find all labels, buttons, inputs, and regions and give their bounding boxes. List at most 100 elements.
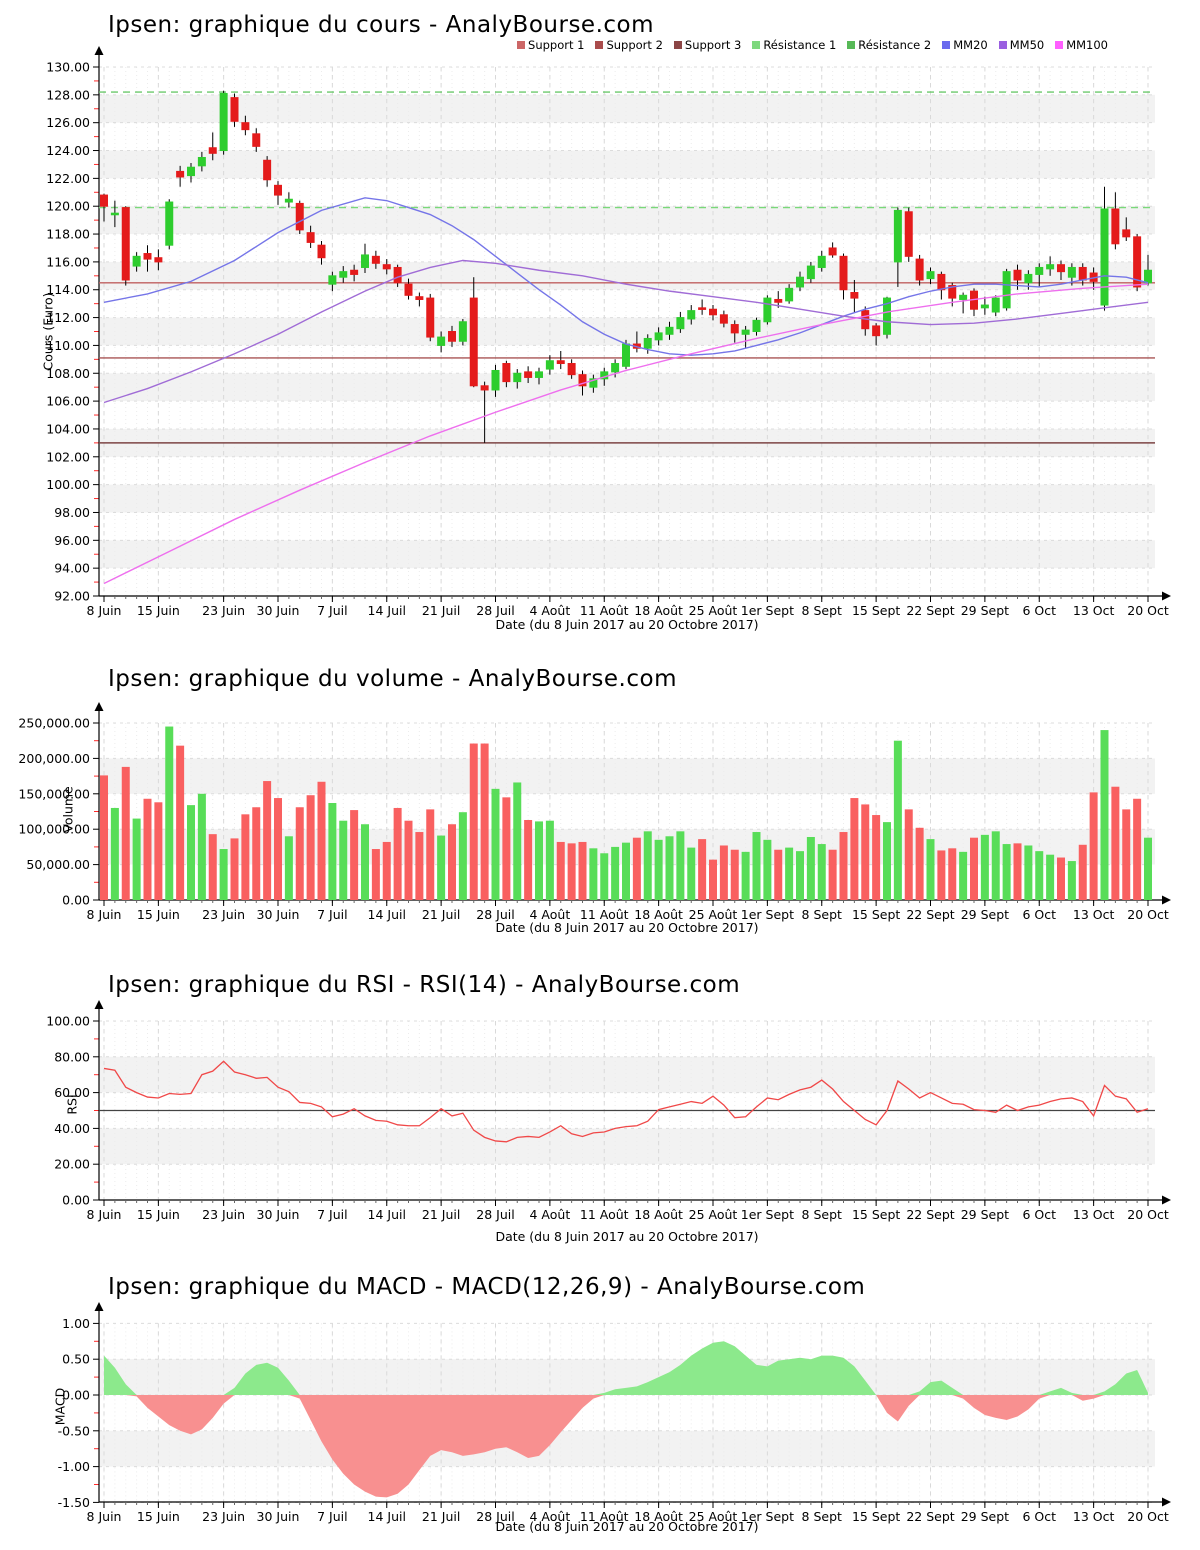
svg-text:13 Oct: 13 Oct — [1073, 1207, 1115, 1222]
svg-text:106.00: 106.00 — [46, 394, 90, 409]
svg-text:22 Sept: 22 Sept — [906, 1207, 954, 1222]
svg-text:0.50: 0.50 — [62, 1352, 90, 1367]
svg-text:20 Oct: 20 Oct — [1127, 1509, 1169, 1524]
MM100-line — [103, 283, 1149, 585]
svg-text:4 Août: 4 Août — [530, 1207, 571, 1222]
legend-swatch-icon — [998, 41, 1007, 49]
svg-text:130.00: 130.00 — [46, 60, 90, 75]
svg-text:14 Juil: 14 Juil — [368, 1207, 406, 1222]
svg-text:13 Oct: 13 Oct — [1073, 1509, 1115, 1524]
svg-text:7 Juil: 7 Juil — [317, 1509, 347, 1524]
svg-text:8 Sept: 8 Sept — [802, 907, 842, 922]
rsi-chart-title: Ipsen: graphique du RSI - RSI(14) - Anal… — [108, 972, 741, 998]
svg-text:30 Juin: 30 Juin — [257, 603, 300, 618]
legend-label: Support 1 — [528, 38, 585, 52]
svg-text:116.00: 116.00 — [46, 254, 90, 269]
svg-text:108.00: 108.00 — [46, 366, 90, 381]
svg-text:94.00: 94.00 — [54, 561, 90, 576]
svg-text:22 Sept: 22 Sept — [906, 1509, 954, 1524]
svg-text:1er Sept: 1er Sept — [741, 1509, 794, 1524]
legend-swatch-icon — [847, 41, 856, 49]
svg-text:6 Oct: 6 Oct — [1022, 1509, 1056, 1524]
svg-text:6 Oct: 6 Oct — [1022, 1207, 1056, 1222]
legend-swatch-icon — [595, 41, 604, 49]
svg-text:-0.50: -0.50 — [58, 1423, 90, 1438]
legend-item: Support 3 — [673, 38, 741, 52]
svg-text:20.00: 20.00 — [54, 1157, 90, 1172]
svg-text:30 Juin: 30 Juin — [257, 907, 300, 922]
svg-text:120.00: 120.00 — [46, 199, 90, 214]
svg-text:126.00: 126.00 — [46, 115, 90, 130]
svg-text:30 Juin: 30 Juin — [257, 1207, 300, 1222]
svg-text:122.00: 122.00 — [46, 171, 90, 186]
svg-text:23 Juin: 23 Juin — [202, 907, 245, 922]
svg-text:92.00: 92.00 — [54, 589, 90, 604]
legend-label: MM50 — [1009, 38, 1045, 52]
svg-text:-1.50: -1.50 — [58, 1495, 90, 1510]
svg-text:100.00: 100.00 — [46, 1014, 90, 1029]
svg-text:15 Juin: 15 Juin — [137, 1207, 180, 1222]
svg-text:29 Sept: 29 Sept — [961, 603, 1009, 618]
legend-swatch-icon — [942, 41, 951, 49]
svg-text:14 Juil: 14 Juil — [368, 1509, 406, 1524]
svg-text:29 Sept: 29 Sept — [961, 907, 1009, 922]
svg-text:23 Juin: 23 Juin — [202, 1207, 245, 1222]
svg-text:28 Juil: 28 Juil — [476, 603, 514, 618]
rsi-line — [103, 1060, 1149, 1143]
rsi-y-axis-label: RSI — [64, 1094, 80, 1115]
svg-text:15 Sept: 15 Sept — [852, 907, 900, 922]
svg-text:25 Août: 25 Août — [689, 603, 738, 618]
legend-item: Résistance 1 — [752, 38, 836, 52]
svg-text:4 Août: 4 Août — [530, 907, 571, 922]
legend-swatch-icon — [752, 41, 761, 49]
legend-item: Support 2 — [595, 38, 663, 52]
legend-item: MM50 — [998, 38, 1045, 52]
svg-text:13 Oct: 13 Oct — [1073, 907, 1115, 922]
svg-text:29 Sept: 29 Sept — [961, 1207, 1009, 1222]
volume-x-axis-label: Date (du 8 Juin 2017 au 20 Octobre 2017) — [495, 920, 759, 935]
svg-text:21 Juil: 21 Juil — [422, 603, 460, 618]
svg-text:28 Juil: 28 Juil — [476, 1207, 514, 1222]
svg-text:11 Août: 11 Août — [580, 1207, 629, 1222]
svg-text:6 Oct: 6 Oct — [1022, 907, 1056, 922]
price-y-axis-label: Cours (Euro) — [40, 292, 56, 371]
svg-text:0.00: 0.00 — [62, 1388, 90, 1403]
svg-text:6 Oct: 6 Oct — [1022, 603, 1056, 618]
svg-text:110.00: 110.00 — [46, 338, 90, 353]
svg-text:98.00: 98.00 — [54, 505, 90, 520]
svg-text:0.00: 0.00 — [62, 893, 90, 908]
svg-text:1er Sept: 1er Sept — [741, 603, 794, 618]
svg-text:8 Juin: 8 Juin — [87, 907, 122, 922]
svg-text:100,000.00: 100,000.00 — [18, 822, 90, 837]
svg-text:18 Août: 18 Août — [634, 1509, 683, 1524]
svg-text:18 Août: 18 Août — [634, 603, 683, 618]
svg-text:8 Juin: 8 Juin — [87, 603, 122, 618]
svg-text:29 Sept: 29 Sept — [961, 1509, 1009, 1524]
legend-label: Résistance 2 — [858, 38, 932, 52]
svg-text:7 Juil: 7 Juil — [317, 907, 347, 922]
legend-label: Support 2 — [606, 38, 663, 52]
svg-text:25 Août: 25 Août — [689, 1509, 738, 1524]
macd-chart-title: Ipsen: graphique du MACD - MACD(12,26,9)… — [108, 1274, 866, 1300]
svg-text:28 Juil: 28 Juil — [476, 1509, 514, 1524]
svg-text:21 Juil: 21 Juil — [422, 1207, 460, 1222]
svg-text:22 Sept: 22 Sept — [906, 907, 954, 922]
svg-text:13 Oct: 13 Oct — [1073, 603, 1115, 618]
svg-text:11 Août: 11 Août — [580, 1509, 629, 1524]
svg-text:18 Août: 18 Août — [634, 1207, 683, 1222]
svg-text:23 Juin: 23 Juin — [202, 1509, 245, 1524]
MM50-line — [103, 259, 1149, 404]
svg-text:8 Juin: 8 Juin — [87, 1207, 122, 1222]
svg-text:40.00: 40.00 — [54, 1121, 90, 1136]
svg-text:1er Sept: 1er Sept — [741, 907, 794, 922]
svg-text:8 Juin: 8 Juin — [87, 1509, 122, 1524]
volume-bars-layer — [100, 726, 1152, 900]
svg-text:4 Août: 4 Août — [530, 603, 571, 618]
svg-text:50,000.00: 50,000.00 — [26, 857, 90, 872]
macd-x-axis-label: Date (du 8 Juin 2017 au 20 Octobre 2017) — [495, 1519, 759, 1534]
legend-swatch-icon — [673, 41, 682, 49]
svg-text:200,000.00: 200,000.00 — [18, 751, 90, 766]
svg-text:7 Juil: 7 Juil — [317, 1207, 347, 1222]
svg-text:250,000.00: 250,000.00 — [18, 716, 90, 731]
